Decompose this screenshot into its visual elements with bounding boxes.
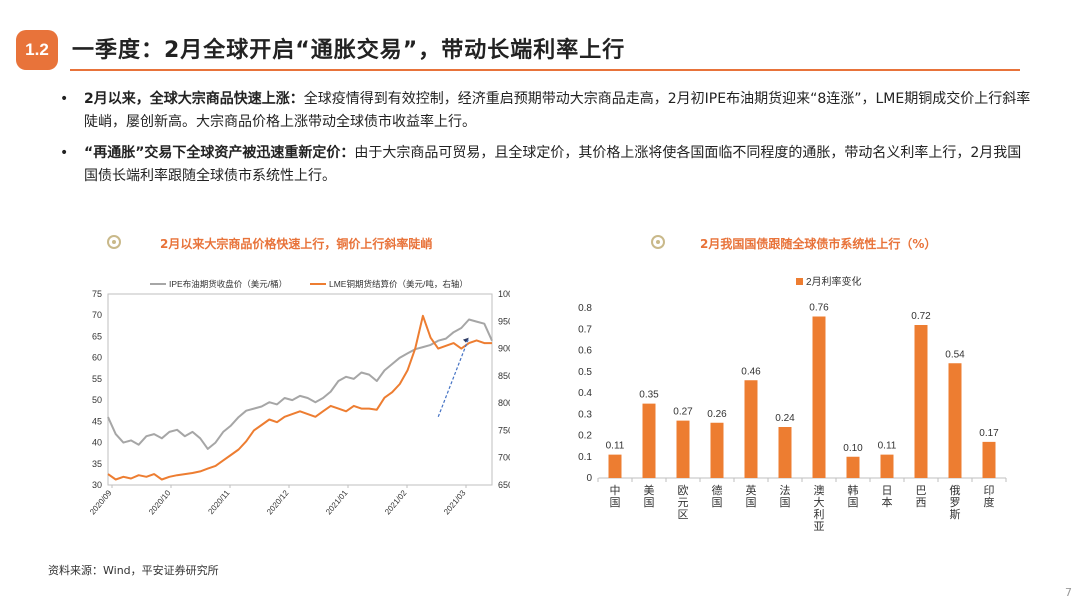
- right-y-tick-label: 9500: [498, 316, 510, 326]
- lme-copper-series-line: [107, 314, 492, 481]
- x-category-label: 韩国: [848, 483, 859, 509]
- left-y-tick-label: 65: [92, 331, 102, 341]
- brent-oil-series-line: [107, 318, 493, 450]
- bullet-heading: 2月以来，全球大宗商品快速上涨：: [84, 91, 304, 107]
- bar-value-label: 0.24: [775, 413, 795, 424]
- x-category-label: 俄罗斯: [950, 484, 961, 521]
- target-icon: [107, 235, 121, 249]
- left-y-tick-label: 70: [92, 310, 102, 320]
- bar: [880, 454, 894, 478]
- bar-value-label: 0.35: [639, 390, 659, 401]
- y-tick-label: 0.7: [578, 324, 592, 335]
- x-category-label: 美国: [644, 484, 655, 509]
- bar-value-label: 0.72: [911, 311, 931, 322]
- bar: [948, 363, 962, 478]
- bar: [914, 325, 928, 478]
- left-y-tick-label: 60: [92, 353, 102, 363]
- legend-label: LME铜期货结算价（美元/吨，右轴）: [329, 279, 468, 289]
- y-tick-label: 0.4: [578, 388, 592, 399]
- bar-value-label: 0.10: [843, 443, 863, 454]
- y-tick-label: 0.3: [578, 409, 592, 420]
- target-icon: [651, 235, 665, 249]
- bullet-heading: “再通胀”交易下全球资产被迅速重新定价：: [84, 145, 355, 161]
- left-y-tick-label: 45: [92, 416, 102, 426]
- left-y-tick-label: 30: [92, 480, 102, 490]
- x-category-label: 印度: [984, 484, 995, 509]
- x-tick-label: 2021/02: [383, 488, 409, 516]
- right-chart-title: 2月我国国债跟随全球债市系统性上行（%）: [700, 237, 937, 251]
- legend-label: 2月利率变化: [806, 275, 862, 288]
- source-note: 资料来源：Wind，平安证券研究所: [48, 564, 219, 577]
- bullet-dot: •: [60, 145, 69, 161]
- bar-value-label: 0.26: [707, 409, 727, 420]
- bullet-list: • 2月以来，全球大宗商品快速上涨：全球疫情得到有效控制，经济重启预期带动大宗商…: [52, 88, 1032, 196]
- legend-swatch: [796, 278, 803, 285]
- x-tick-label: 2020/10: [147, 488, 173, 516]
- x-tick-label: 2020/11: [206, 488, 231, 516]
- x-category-label: 中国: [610, 484, 621, 509]
- left-y-tick-label: 35: [92, 459, 102, 469]
- bullet-item: • 2月以来，全球大宗商品快速上涨：全球疫情得到有效控制，经济重启预期带动大宗商…: [52, 88, 1032, 134]
- bar: [982, 441, 996, 478]
- bar: [608, 454, 622, 478]
- bar: [846, 456, 860, 478]
- legend-label: IPE布油期货收盘价（美元/桶）: [169, 279, 287, 289]
- bar-value-label: 0.54: [945, 349, 965, 360]
- x-tick-label: 2021/01: [324, 488, 350, 516]
- right-y-tick-label: 8000: [498, 398, 510, 408]
- page-title: 一季度：2月全球开启“通胀交易”，带动长端利率上行: [72, 38, 626, 63]
- x-category-label: 英国: [746, 483, 757, 509]
- bar-value-label: 0.11: [878, 441, 897, 452]
- right-y-tick-label: 7500: [498, 425, 510, 435]
- bullet-text: 全球疫情得到有效控制，经济重启预期带动大宗商品走高，2月初IPE布油期货迎来“8…: [84, 91, 1031, 130]
- bar: [676, 420, 690, 478]
- right-y-tick-label: 9000: [498, 344, 510, 354]
- commodity-line-chart: 30 35 40 45 50 55 60 65 70 75 6500 7000 7500 8000 8500…: [88, 279, 510, 516]
- y-tick-label: 0: [586, 473, 592, 484]
- left-y-tick-label: 75: [92, 289, 102, 299]
- x-tick-label: 2020/09: [88, 488, 114, 516]
- title-divider: [70, 69, 1020, 71]
- bar-value-label: 0.46: [741, 366, 761, 377]
- bullet-item: • “再通胀”交易下全球资产被迅速重新定价：由于大宗商品可贸易，且全球定价，其价…: [52, 142, 1032, 188]
- right-y-tick-label: 8500: [498, 371, 510, 381]
- x-category-label: 德国: [712, 483, 723, 509]
- x-category-label: 法国: [780, 483, 791, 509]
- right-y-tick-label: 6500: [498, 480, 510, 490]
- y-tick-label: 0.6: [578, 346, 592, 357]
- right-y-tick-label: 10000: [498, 289, 510, 299]
- bar: [642, 403, 656, 478]
- y-tick-label: 0.2: [578, 431, 592, 442]
- x-category-label: 巴西: [916, 485, 927, 509]
- y-tick-label: 0.5: [578, 367, 592, 378]
- bar-value-label: 0.27: [673, 407, 693, 418]
- x-tick-label: 2020/12: [265, 488, 291, 516]
- trend-arrow-line: [437, 337, 470, 418]
- bar-value-label: 0.17: [979, 428, 999, 439]
- left-y-tick-label: 50: [92, 395, 102, 405]
- bar: [778, 427, 792, 478]
- y-tick-label: 0.8: [578, 303, 592, 314]
- left-chart-title: 2月以来大宗商品价格快速上行，铜价上行斜率陡峭: [160, 237, 433, 251]
- bar-value-label: 0.76: [809, 303, 829, 314]
- y-tick-label: 0.1: [578, 452, 592, 463]
- bullet-dot: •: [60, 91, 69, 107]
- page-number: 7: [1065, 586, 1072, 599]
- x-category-label: 日本: [882, 485, 893, 509]
- section-number-badge: 1.2: [16, 30, 58, 70]
- right-y-tick-label: 7000: [498, 453, 510, 463]
- x-tick-label: 2021/03: [442, 488, 468, 516]
- bullet-text: 由于大宗商品可贸易，且全球定价，其价格上涨将使各国面临不同程度的通胀，带动名义利…: [84, 145, 1022, 184]
- bar: [812, 316, 826, 478]
- x-category-label: 欧元区: [678, 484, 689, 521]
- bond-yield-bar-chart: 2月利率变化 0 0.1 0.2 0.3 0.4 0.5 0.6 0.7 0.8 0.11 中国 0.3…: [578, 275, 1007, 533]
- left-y-tick-label: 40: [92, 438, 102, 448]
- bar: [710, 422, 724, 478]
- trend-arrow-head: [462, 337, 469, 343]
- bar: [744, 380, 758, 478]
- left-y-tick-label: 55: [92, 374, 102, 384]
- bar-value-label: 0.11: [606, 441, 625, 452]
- x-category-label: 澳大利亚: [814, 484, 825, 533]
- plot-frame: [107, 293, 493, 486]
